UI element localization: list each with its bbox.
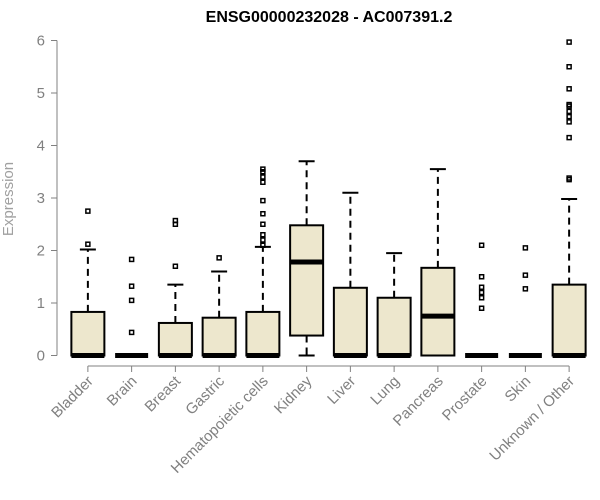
y-tick-label: 2: [37, 243, 45, 260]
box-gastric: [201, 255, 237, 358]
y-tick-label: 0: [37, 348, 45, 365]
outlier-point: [566, 101, 572, 108]
box-iqr: [157, 321, 193, 357]
outlier-point: [478, 242, 485, 248]
outlier-point: [478, 274, 485, 280]
x-tick-label: Brain: [104, 373, 141, 410]
x-tick-label: Breast: [142, 372, 185, 415]
y-axis-label: Expression: [0, 162, 17, 236]
outlier-point: [85, 208, 91, 214]
outlier-point: [566, 39, 572, 45]
y-axis: 0 1 2 3 4 5 6: [37, 33, 58, 365]
box-brain: [115, 256, 149, 358]
outlier-point: [478, 289, 485, 296]
box-iqr: [201, 316, 237, 357]
boxes-group: [70, 39, 587, 358]
outlier-point: [260, 166, 266, 172]
outlier-point: [566, 175, 572, 181]
box-iqr: [332, 286, 368, 357]
outlier-point: [566, 113, 572, 120]
outlier-point: [478, 305, 485, 311]
outlier-point: [128, 256, 135, 263]
box-liver: [332, 191, 368, 358]
box-pancreas: [420, 168, 456, 357]
outlier-point: [478, 295, 485, 301]
outlier-point: [260, 232, 266, 238]
outlier-point: [522, 245, 529, 251]
box-bladder: [70, 208, 106, 358]
box-iqr: [245, 310, 281, 357]
outlier-point: [128, 329, 135, 336]
outlier-point: [85, 241, 91, 247]
chart-title: ENSG00000232028 - AC007391.2: [206, 9, 453, 26]
outlier-point: [128, 297, 135, 304]
outlier-point: [522, 286, 529, 292]
y-tick-label: 4: [37, 138, 45, 155]
y-tick-label: 6: [37, 33, 45, 50]
y-tick-label: 3: [37, 190, 45, 207]
outlier-point: [260, 221, 266, 227]
outlier-point: [128, 283, 135, 289]
outlier-point: [260, 179, 266, 185]
outlier-point: [478, 284, 485, 290]
x-tick-label: Prostate: [439, 373, 491, 425]
box-breast: [157, 217, 193, 358]
outlier-point: [172, 217, 179, 224]
box-iqr: [289, 224, 325, 337]
outlier-point: [566, 108, 572, 115]
y-tick-label: 5: [37, 85, 45, 102]
outlier-point: [260, 237, 266, 243]
outlier-point: [566, 134, 572, 141]
y-tick-label: 1: [37, 295, 45, 312]
box-iqr: [551, 283, 587, 357]
box-iqr: [376, 296, 412, 357]
outlier-point: [216, 255, 222, 261]
box-kidney: [289, 160, 325, 357]
outlier-point: [566, 86, 572, 92]
box-lung: [376, 252, 412, 358]
outlier-point: [522, 272, 529, 278]
x-tick-label: Bladder: [48, 373, 97, 422]
box-prostate: [465, 242, 499, 358]
box-iqr: [420, 266, 456, 357]
box-unknown-other: [551, 39, 587, 358]
x-tick-label: Skin: [502, 373, 535, 406]
outlier-point: [260, 211, 266, 217]
outlier-point: [260, 174, 266, 180]
x-tick-label: Lung: [367, 373, 403, 409]
outlier-point: [172, 263, 179, 269]
x-tick-label: Liver: [324, 373, 359, 408]
box-hematopoietic-cells: [245, 166, 281, 358]
outlier-point: [260, 197, 266, 204]
outlier-point: [566, 119, 572, 125]
box-iqr: [70, 310, 106, 357]
box-skin: [508, 245, 542, 358]
outlier-point: [566, 64, 572, 70]
outlier-point: [260, 242, 266, 248]
x-tick-label: Kidney: [271, 372, 316, 417]
